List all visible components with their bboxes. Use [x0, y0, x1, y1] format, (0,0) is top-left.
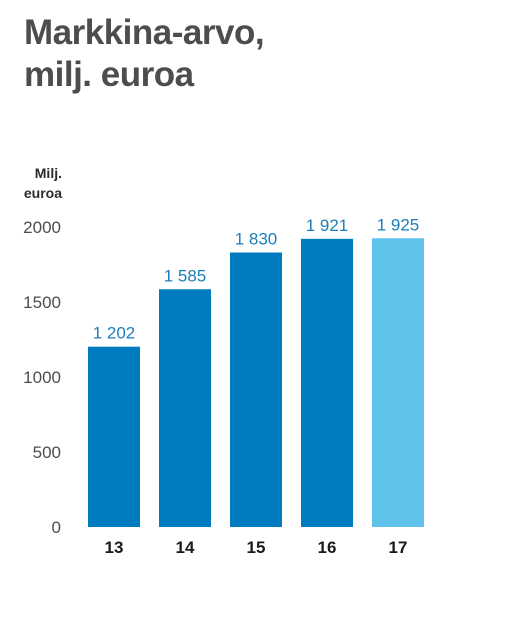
bar — [372, 238, 424, 527]
y-tick-label: 1500 — [23, 293, 61, 312]
y-axis-unit-label: Milj. euroa — [10, 163, 62, 203]
x-tick-label: 14 — [176, 538, 195, 557]
bar — [88, 346, 140, 527]
chart-title-line-1: Markkina-arvo, — [24, 13, 265, 52]
bar-value-label: 1 830 — [235, 230, 278, 249]
bar — [159, 289, 211, 527]
y-axis-unit-line-2: euroa — [23, 185, 62, 201]
x-tick-label: 13 — [105, 538, 124, 557]
bar-value-label: 1 202 — [93, 324, 136, 343]
x-tick-label: 17 — [389, 538, 408, 557]
y-tick-label: 0 — [52, 518, 61, 537]
bar-value-label: 1 925 — [377, 215, 420, 234]
x-tick-label: 16 — [318, 538, 337, 557]
y-tick-label: 2000 — [23, 218, 61, 237]
y-tick-label: 1000 — [23, 368, 61, 387]
bar-value-label: 1 585 — [164, 266, 207, 285]
y-axis-unit-line-1: Milj. — [34, 165, 62, 181]
bar — [301, 238, 353, 527]
chart-title: Markkina-arvo, milj. euroa — [24, 12, 494, 96]
bar — [230, 252, 282, 527]
bar-value-label: 1 921 — [306, 216, 349, 235]
x-tick-label: 15 — [247, 538, 266, 557]
chart-title-line-2: milj. euroa — [24, 55, 194, 94]
y-tick-label: 500 — [33, 443, 61, 462]
